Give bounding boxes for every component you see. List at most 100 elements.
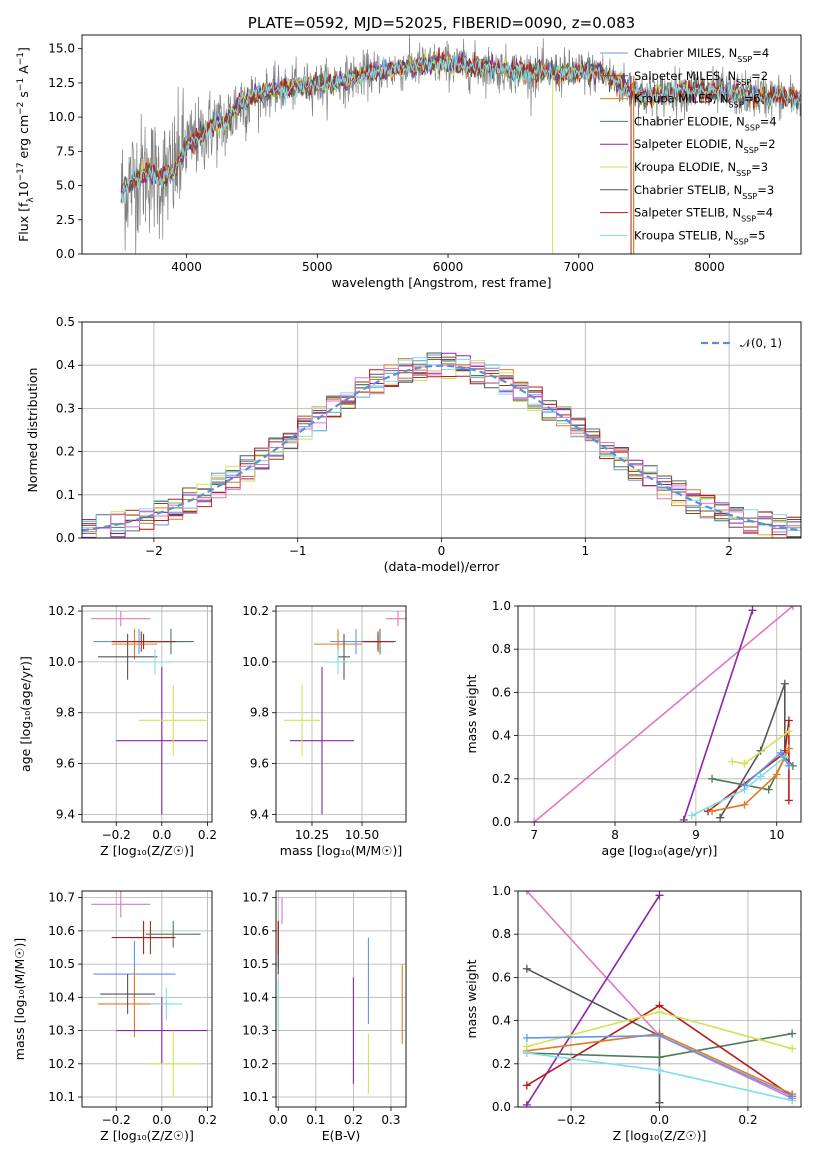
histogram-step xyxy=(82,352,801,538)
y-tick-label: 15.0 xyxy=(48,42,75,56)
weight-marker xyxy=(728,757,737,766)
y-axis-label: mass weight xyxy=(464,959,479,1038)
x-tick-label: 7 xyxy=(530,828,538,842)
plot-area-residuals xyxy=(82,352,801,538)
y-tick-label: 0.2 xyxy=(492,772,511,786)
y-tick-label: 0.8 xyxy=(492,927,511,941)
errorbar-point xyxy=(139,684,208,756)
x-axis-label: Z [log₁₀(Z/Z☉)] xyxy=(100,843,194,858)
y-tick-label: 10.2 xyxy=(242,1057,269,1071)
y-tick-label: 9.8 xyxy=(250,706,269,720)
y-tick-label: 10.4 xyxy=(242,990,269,1004)
plot-area-age_vs_Z xyxy=(91,611,208,815)
axes-frame xyxy=(275,890,407,1108)
plot-area-mass_vs_Z xyxy=(91,891,208,1098)
weight-marker xyxy=(687,811,696,820)
errorbar-point xyxy=(91,891,151,918)
histogram-step xyxy=(82,352,801,530)
y-tick-label: 0.4 xyxy=(492,1014,511,1028)
weight-series xyxy=(679,606,757,822)
histogram-step xyxy=(82,365,801,536)
y-tick-label: 9.4 xyxy=(250,807,269,821)
axes-frame xyxy=(275,605,407,823)
weight-marker xyxy=(708,774,717,783)
weight-marker xyxy=(716,813,725,822)
x-tick-label: −0.2 xyxy=(102,1113,131,1127)
weight-marker xyxy=(655,1098,664,1107)
plot-area-weight_vs_age xyxy=(530,606,797,822)
y-tick-label: 0.2 xyxy=(56,445,75,459)
y-tick-label: 10.3 xyxy=(48,1024,75,1038)
x-tick-label: 2 xyxy=(725,544,733,558)
y-tick-label: 0.8 xyxy=(492,642,511,656)
weight-marker xyxy=(756,772,765,781)
model-spectrum-line xyxy=(120,54,801,202)
x-tick-label: 0.2 xyxy=(198,1113,217,1127)
y-tick-label: 10.5 xyxy=(48,957,75,971)
x-tick-label: 10.25 xyxy=(295,828,329,842)
errorbar-point xyxy=(386,611,406,627)
x-tick-label: −2 xyxy=(145,544,163,558)
weight-marker xyxy=(708,807,717,816)
x-tick-label: 8 xyxy=(611,828,619,842)
x-tick-label: 0.2 xyxy=(738,1113,757,1127)
x-tick-label: 8000 xyxy=(694,260,725,274)
errorbar-point xyxy=(145,1030,201,1098)
weight-series xyxy=(728,727,793,768)
y-tick-label: 1.0 xyxy=(492,884,511,898)
y-tick-label: 0.0 xyxy=(492,1100,511,1114)
weight-marker xyxy=(522,1100,531,1107)
weight-marker xyxy=(780,679,789,688)
panel-age_vs_mass: 10.25 10.50 9.4 9.6 9.8 10.0 10.2 mass [log₁₀(M… xyxy=(242,604,407,858)
y-tick-label: 0.0 xyxy=(56,531,75,545)
weight-marker xyxy=(740,800,749,809)
weight-marker xyxy=(776,748,785,757)
x-axis-label: wavelength [Angstrom, rest frame] xyxy=(331,275,551,290)
legend-entry: 𝒩(0, 1) xyxy=(740,336,782,350)
x-axis-label: Z [log₁₀(Z/Z☉)] xyxy=(100,1128,194,1143)
y-tick-label: 7.5 xyxy=(56,144,75,158)
y-tick-label: 0.6 xyxy=(492,685,511,699)
y-tick-label: 10.2 xyxy=(48,1057,75,1071)
plot-area-mass_vs_ebv xyxy=(277,897,403,1094)
y-tick-label: 2.5 xyxy=(56,213,75,227)
weight-marker xyxy=(679,815,688,822)
weight-marker xyxy=(784,727,793,736)
weight-marker xyxy=(655,1007,664,1016)
plot-area-spectrum xyxy=(120,35,801,254)
weight-line xyxy=(707,720,790,812)
weight-line xyxy=(526,894,661,1106)
y-tick-label: 0.0 xyxy=(492,815,511,829)
errorbar-point xyxy=(100,974,155,1014)
panel-mass_vs_Z: −0.2 0.0 0.2 10.1 10.2 10.3 10.4 10.5 10.6 10.7 Z … xyxy=(12,890,217,1143)
weight-marker xyxy=(740,759,749,768)
weight-series xyxy=(530,606,797,822)
weight-marker xyxy=(530,818,539,822)
weight-line xyxy=(711,755,794,791)
x-tick-label: 7000 xyxy=(563,260,594,274)
panel-weight_vs_age: 7 8 9 10 0.0 0.2 0.4 0.6 0.8 1.0 age [log₁₀(age/yr… xyxy=(464,599,802,858)
weight-marker xyxy=(655,1031,664,1040)
legend-entry: Chabrier STELIB, NSSP=3 xyxy=(634,183,774,201)
y-tick-label: 10.0 xyxy=(48,655,75,669)
weight-marker xyxy=(788,1092,797,1101)
errorbar-point xyxy=(145,920,201,948)
x-tick-label: 9 xyxy=(692,828,700,842)
errorbar-point xyxy=(284,684,320,756)
x-tick-label: 0.3 xyxy=(381,1113,400,1127)
x-tick-label: 4000 xyxy=(171,260,202,274)
y-tick-label: 0.4 xyxy=(56,358,75,372)
x-tick-label: 6000 xyxy=(433,260,464,274)
errorbar-point xyxy=(136,649,174,675)
x-tick-label: 10.50 xyxy=(345,828,379,842)
x-axis-label: (data-model)/error xyxy=(384,559,501,574)
x-axis-label: age [log₁₀(age/yr)] xyxy=(602,843,718,858)
y-tick-label: 10.2 xyxy=(242,604,269,618)
weight-marker xyxy=(740,781,749,790)
y-tick-label: 0.1 xyxy=(56,488,75,502)
panel-mass_vs_ebv: 0.0 0.1 0.2 0.3 10.1 10.2 10.3 10.4 10.5 10.6 10.7… xyxy=(242,890,407,1143)
x-tick-label: 0.0 xyxy=(650,1113,669,1127)
errorbar-point xyxy=(150,987,183,1021)
panel-spectrum: 4000 5000 6000 7000 8000 0.0 2.5 5.0 7.5 10.0 12.5… xyxy=(16,14,802,290)
